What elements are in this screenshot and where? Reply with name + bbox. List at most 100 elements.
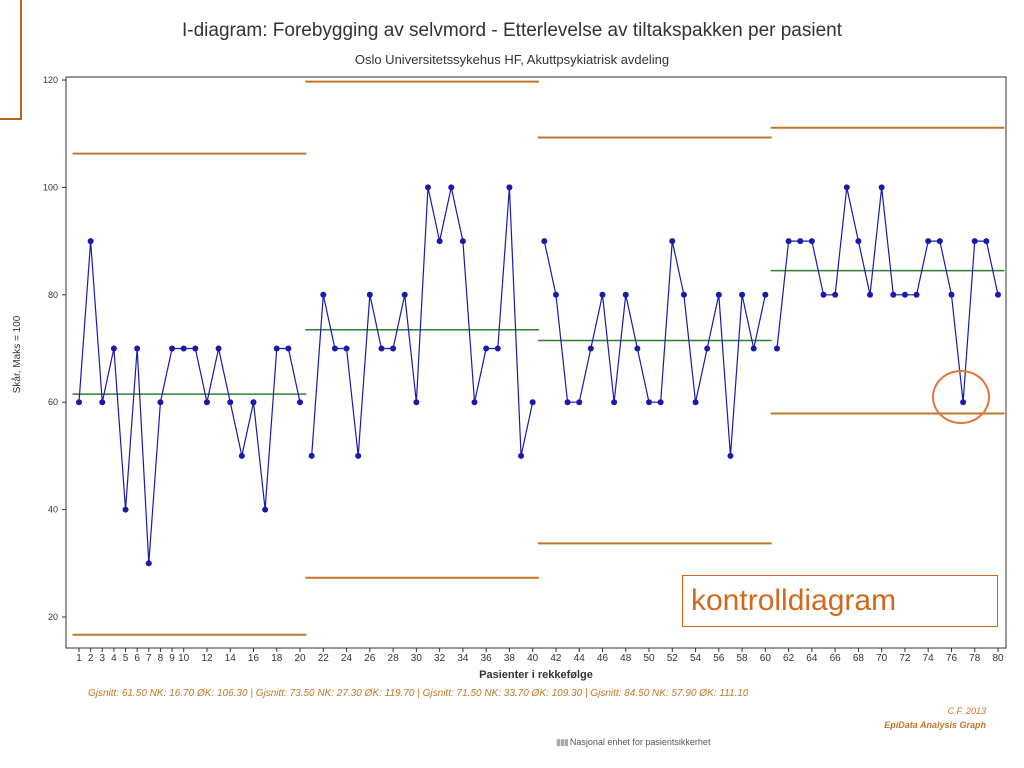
series-line bbox=[78, 241, 301, 564]
y-tick-label: 100 bbox=[43, 182, 58, 192]
y-tick-label: 60 bbox=[48, 397, 58, 407]
data-point bbox=[657, 399, 664, 406]
x-tick-label: 36 bbox=[481, 653, 493, 664]
y-tick-label: 120 bbox=[43, 75, 58, 85]
data-point bbox=[378, 345, 385, 352]
data-point bbox=[529, 399, 536, 406]
data-point bbox=[715, 291, 722, 298]
data-point bbox=[343, 345, 350, 352]
data-point bbox=[785, 238, 792, 245]
x-tick-label: 8 bbox=[158, 653, 164, 664]
x-tick-label: 48 bbox=[620, 653, 632, 664]
data-point bbox=[297, 399, 304, 406]
x-tick-label: 18 bbox=[271, 653, 283, 664]
data-point bbox=[646, 399, 653, 406]
data-point bbox=[227, 399, 234, 406]
highlight-circle bbox=[932, 370, 990, 424]
x-tick-label: 38 bbox=[504, 653, 516, 664]
data-point bbox=[494, 345, 501, 352]
data-point bbox=[122, 506, 129, 513]
data-point bbox=[390, 345, 397, 352]
data-point bbox=[250, 399, 257, 406]
data-point bbox=[308, 452, 315, 459]
series-line bbox=[311, 187, 534, 457]
data-point bbox=[145, 560, 152, 567]
data-point bbox=[552, 291, 559, 298]
data-point bbox=[110, 345, 117, 352]
x-tick-label: 60 bbox=[760, 653, 772, 664]
data-point bbox=[506, 184, 513, 191]
data-point bbox=[995, 291, 1001, 298]
x-tick-label: 2 bbox=[88, 653, 94, 664]
x-tick-label: 12 bbox=[201, 653, 213, 664]
x-tick-label: 26 bbox=[364, 653, 376, 664]
data-point bbox=[203, 399, 210, 406]
x-tick-label: 40 bbox=[527, 653, 539, 664]
data-point bbox=[262, 506, 269, 513]
data-point bbox=[855, 238, 862, 245]
x-tick-label: 20 bbox=[294, 653, 306, 664]
annotation-box: kontrolldiagram bbox=[682, 575, 998, 627]
data-point bbox=[413, 399, 420, 406]
data-point bbox=[773, 345, 780, 352]
x-tick-label: 5 bbox=[123, 653, 129, 664]
x-tick-label: 56 bbox=[713, 653, 725, 664]
data-point bbox=[867, 291, 874, 298]
x-axis-label: Pasienter i rekkefølge bbox=[479, 669, 593, 681]
x-tick-label: 66 bbox=[830, 653, 842, 664]
data-point bbox=[355, 452, 362, 459]
x-tick-label: 70 bbox=[876, 653, 888, 664]
x-tick-label: 22 bbox=[318, 653, 330, 664]
data-point bbox=[180, 345, 187, 352]
series-line bbox=[543, 240, 766, 456]
data-point bbox=[424, 184, 431, 191]
data-point bbox=[285, 345, 292, 352]
data-point bbox=[820, 291, 827, 298]
data-point bbox=[564, 399, 571, 406]
data-point bbox=[448, 184, 455, 191]
data-point bbox=[727, 452, 734, 459]
credit-software: EpiData Analysis Graph bbox=[884, 720, 986, 730]
x-tick-label: 72 bbox=[899, 653, 911, 664]
chart-title: I-diagram: Forebygging av selvmord - Ett… bbox=[181, 20, 843, 41]
data-point bbox=[541, 238, 548, 245]
data-point bbox=[87, 238, 94, 245]
data-point bbox=[832, 291, 839, 298]
y-tick-label: 80 bbox=[48, 290, 58, 300]
data-point bbox=[622, 291, 629, 298]
x-tick-label: 32 bbox=[434, 653, 446, 664]
data-point bbox=[808, 238, 815, 245]
data-point bbox=[971, 238, 978, 245]
data-point bbox=[901, 291, 908, 298]
data-point bbox=[634, 345, 641, 352]
data-point bbox=[878, 184, 885, 191]
data-point bbox=[797, 238, 804, 245]
x-tick-label: 9 bbox=[169, 653, 175, 664]
x-tick-label: 68 bbox=[853, 653, 865, 664]
data-point bbox=[238, 452, 245, 459]
data-point bbox=[587, 345, 594, 352]
x-tick-label: 14 bbox=[225, 653, 237, 664]
data-point bbox=[157, 399, 164, 406]
y-axis-label: Skår, Maks = 100 bbox=[11, 315, 23, 393]
x-tick-label: 16 bbox=[248, 653, 260, 664]
data-point bbox=[611, 399, 618, 406]
x-tick-label: 34 bbox=[457, 653, 469, 664]
data-point bbox=[843, 184, 850, 191]
data-point bbox=[483, 345, 490, 352]
x-tick-label: 10 bbox=[178, 653, 190, 664]
x-tick-label: 62 bbox=[783, 653, 795, 664]
x-tick-label: 7 bbox=[146, 653, 152, 664]
x-tick-label: 24 bbox=[341, 653, 353, 664]
annotation-label: kontrolldiagram bbox=[691, 584, 897, 617]
data-point bbox=[459, 238, 466, 245]
x-tick-label: 42 bbox=[550, 653, 562, 664]
data-point bbox=[518, 452, 525, 459]
data-point bbox=[890, 291, 897, 298]
data-point bbox=[913, 291, 920, 298]
x-tick-label: 46 bbox=[597, 653, 609, 664]
data-point bbox=[948, 291, 955, 298]
x-tick-label: 3 bbox=[99, 653, 105, 664]
x-tick-label: 78 bbox=[969, 653, 981, 664]
x-tick-label: 1 bbox=[76, 653, 82, 664]
